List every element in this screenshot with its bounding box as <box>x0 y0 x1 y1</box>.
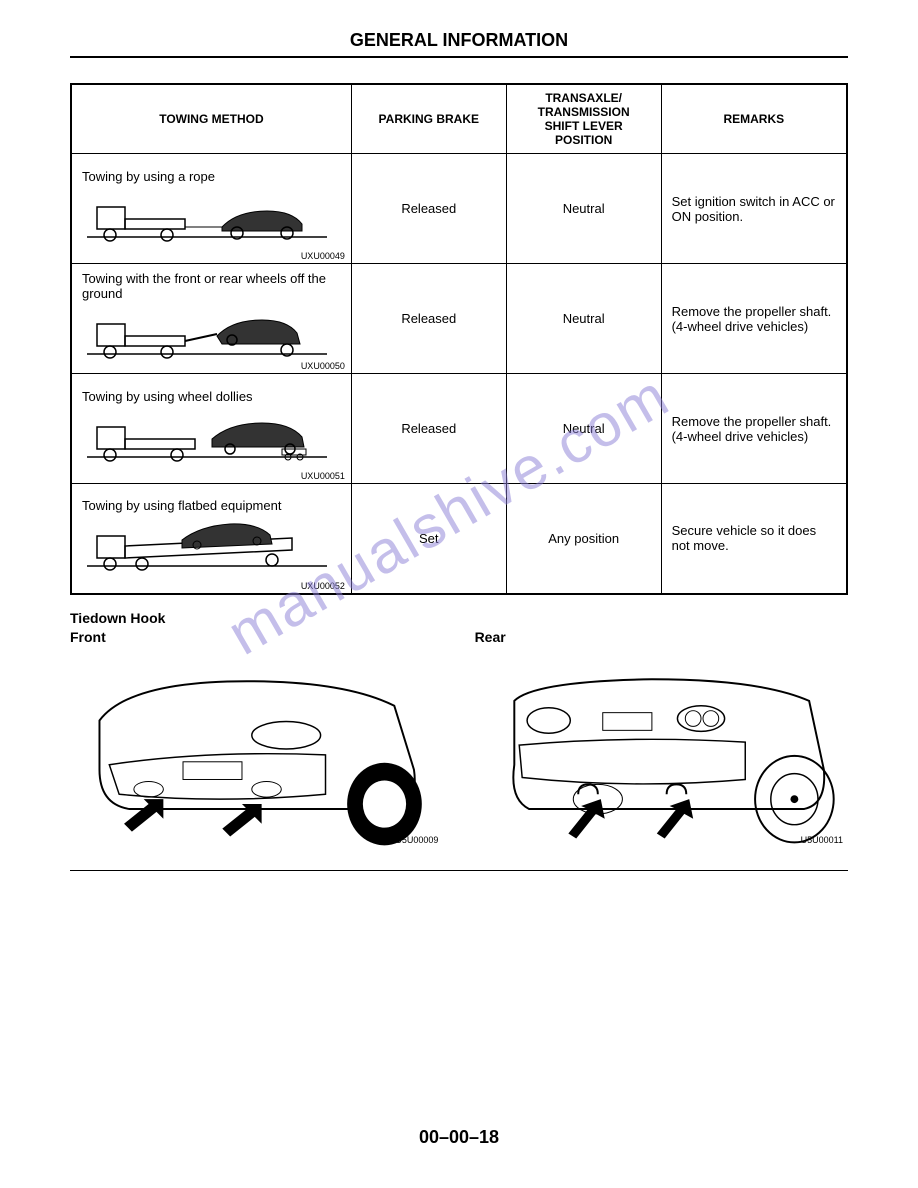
method-title: Towing by using flatbed equipment <box>82 498 341 513</box>
front-code: U5U00009 <box>395 835 438 845</box>
transmission-cell: Any position <box>506 484 661 594</box>
towing-dolly-illustration <box>82 409 341 469</box>
towing-lift-illustration <box>82 306 341 366</box>
remarks-cell: Secure vehicle so it does not move. <box>661 484 847 594</box>
header-method: TOWING METHOD <box>71 84 351 154</box>
brake-cell: Set <box>351 484 506 594</box>
car-rear-illustration: U5U00011 <box>475 650 848 850</box>
table-header-row: TOWING METHOD PARKING BRAKE TRANSAXLE/ T… <box>71 84 847 154</box>
bottom-rule <box>70 870 848 871</box>
brake-cell: Released <box>351 264 506 374</box>
table-row: Towing by using a rope <box>71 154 847 264</box>
table-row: Towing with the front or rear wheels off… <box>71 264 847 374</box>
transmission-cell: Neutral <box>506 154 661 264</box>
method-cell: Towing by using flatbed equipment U <box>71 484 351 594</box>
method-title: Towing by using a rope <box>82 169 341 184</box>
tiedown-front-col: Front U5U00009 <box>70 629 443 850</box>
method-cell: Towing by using wheel dollies <box>71 374 351 484</box>
illustration-code: UXU00049 <box>301 251 345 261</box>
tiedown-heading: Tiedown Hook <box>70 610 848 626</box>
method-title: Towing with the front or rear wheels off… <box>82 271 341 301</box>
remarks-cell: Remove the propeller shaft. (4-wheel dri… <box>661 264 847 374</box>
brake-cell: Released <box>351 374 506 484</box>
illustration-code: UXU00050 <box>301 361 345 371</box>
table-row: Towing by using flatbed equipment U <box>71 484 847 594</box>
front-label: Front <box>70 629 443 645</box>
page-number: 00–00–18 <box>0 1127 918 1148</box>
illustration-code: UXU00052 <box>301 581 345 591</box>
transmission-cell: Neutral <box>506 374 661 484</box>
towing-table: TOWING METHOD PARKING BRAKE TRANSAXLE/ T… <box>70 83 848 595</box>
towing-flatbed-illustration <box>82 518 341 578</box>
car-front-illustration: U5U00009 <box>70 650 443 850</box>
towing-rope-illustration <box>82 189 341 249</box>
tiedown-row: Front U5U00009 Rear <box>70 629 848 850</box>
header-remarks: REMARKS <box>661 84 847 154</box>
page-title: GENERAL INFORMATION <box>70 30 848 51</box>
method-cell: Towing by using a rope <box>71 154 351 264</box>
remarks-cell: Remove the propeller shaft. (4-wheel dri… <box>661 374 847 484</box>
rear-label: Rear <box>475 629 848 645</box>
method-cell: Towing with the front or rear wheels off… <box>71 264 351 374</box>
remarks-cell: Set ignition switch in ACC or ON positio… <box>661 154 847 264</box>
title-underline <box>70 56 848 58</box>
header-transmission: TRANSAXLE/ TRANSMISSION SHIFT LEVER POSI… <box>506 84 661 154</box>
method-title: Towing by using wheel dollies <box>82 389 341 404</box>
illustration-code: UXU00051 <box>301 471 345 481</box>
brake-cell: Released <box>351 154 506 264</box>
header-brake: PARKING BRAKE <box>351 84 506 154</box>
transmission-cell: Neutral <box>506 264 661 374</box>
table-row: Towing by using wheel dollies <box>71 374 847 484</box>
rear-code: U5U00011 <box>801 835 843 845</box>
tiedown-rear-col: Rear <box>475 629 848 850</box>
